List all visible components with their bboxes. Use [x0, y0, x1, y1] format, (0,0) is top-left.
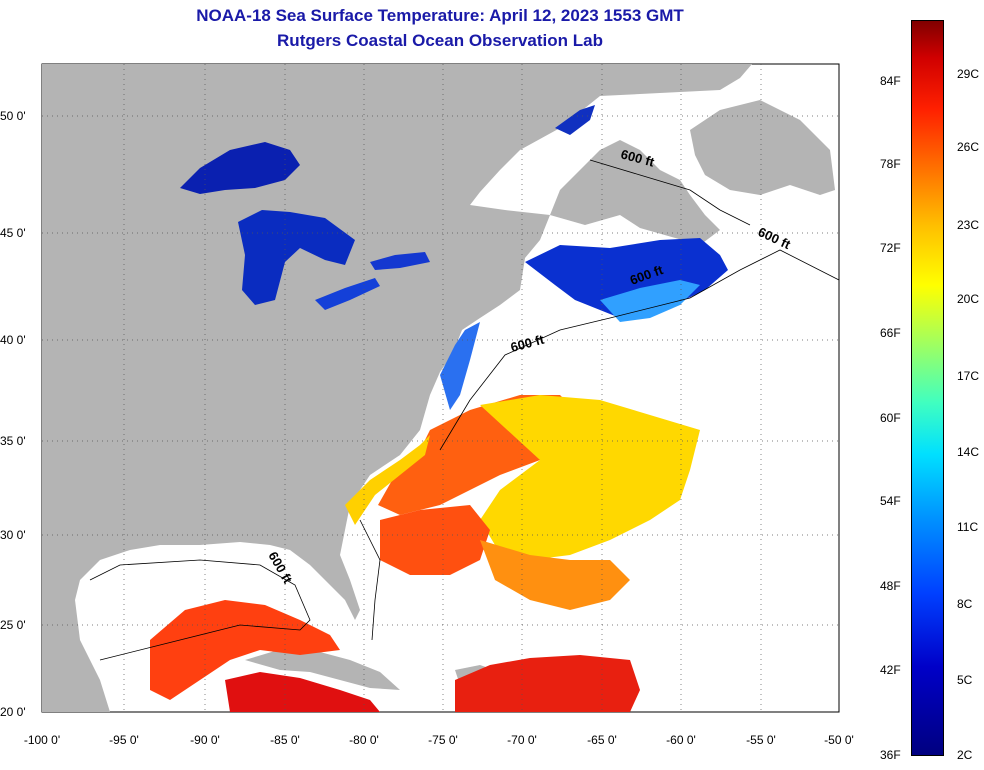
colorbar-c-label: 17C [957, 369, 980, 383]
lon-label: -55 0' [746, 733, 776, 747]
colorbar-f-label: 48F [880, 579, 901, 593]
cuba-land [245, 648, 400, 690]
temperature-colorbar [911, 20, 944, 756]
colorbar-f-label: 36F [880, 748, 901, 762]
colorbar-f-label: 66F [880, 326, 901, 340]
lat-label: 30 0' [0, 528, 26, 542]
colorbar-c-label: 5C [957, 673, 973, 687]
colorbar-f-label: 42F [880, 663, 901, 677]
lon-label: -65 0' [587, 733, 617, 747]
colorbar-c-label: 23C [957, 218, 980, 232]
caribbean-hot [225, 672, 380, 712]
lake-michigan-huron [238, 210, 355, 305]
newfoundland-land [690, 100, 835, 195]
colorbar-c-label: 14C [957, 445, 980, 459]
lon-label: -50 0' [824, 733, 854, 747]
gridlines [42, 64, 839, 712]
colorbar-c-label: 29C [957, 67, 980, 81]
florida-current [380, 505, 490, 575]
longitude-labels: -100 0' -95 0' -90 0' -85 0' -80 0' -75 … [24, 733, 854, 747]
lon-label: -60 0' [666, 733, 696, 747]
north-america-land [42, 64, 752, 712]
shelf-mid-cold [600, 280, 700, 322]
sargasso-yellow [480, 395, 700, 560]
southern-atlantic-orange [480, 540, 630, 610]
lat-label: 35 0' [0, 434, 26, 448]
lon-label: -85 0' [270, 733, 300, 747]
lat-label: 40 0' [0, 333, 26, 347]
lake-ontario [370, 252, 430, 270]
lake-erie [315, 278, 380, 310]
colorbar-f-label: 60F [880, 411, 901, 425]
map-subtitle: Rutgers Coastal Ocean Observation Lab [277, 31, 603, 50]
colorbar-f-label: 84F [880, 74, 901, 88]
lat-label: 45 0' [0, 226, 26, 240]
caribbean-east-hot [455, 655, 640, 712]
lake-superior [180, 142, 300, 194]
lon-label: -100 0' [24, 733, 60, 747]
sst-map: 600 ft 600 ft 600 ft 600 ft 600 ft -100 … [0, 63, 854, 747]
lat-label: 50 0' [0, 109, 26, 123]
map-title: NOAA-18 Sea Surface Temperature: April 1… [196, 6, 684, 25]
colorbar-c-label: 8C [957, 597, 973, 611]
colorbar-c-label: 20C [957, 292, 980, 306]
colorbar-c-label: 2C [957, 748, 973, 762]
colorbar-c-label: 26C [957, 140, 980, 154]
isobath-600ft [89, 159, 840, 661]
lat-label: 25 0' [0, 618, 26, 632]
lat-label: 20 0' [0, 705, 26, 719]
lon-label: -95 0' [109, 733, 139, 747]
mid-atlantic-shelf [440, 322, 480, 410]
latitude-labels: 50 0' 45 0' 40 0' 35 0' 30 0' 25 0' 20 0… [0, 109, 26, 719]
lon-label: -80 0' [349, 733, 379, 747]
colorbar-f-label: 72F [880, 241, 901, 255]
lon-label: -75 0' [428, 733, 458, 747]
colorbar-c-label: 11C [957, 520, 979, 534]
lon-label: -70 0' [507, 733, 537, 747]
colorbar-f-label: 78F [880, 157, 901, 171]
southeast-shelf [345, 435, 430, 525]
colorbar-f-label: 54F [880, 494, 901, 508]
gulf-st-lawrence [555, 105, 595, 135]
lon-label: -90 0' [190, 733, 220, 747]
